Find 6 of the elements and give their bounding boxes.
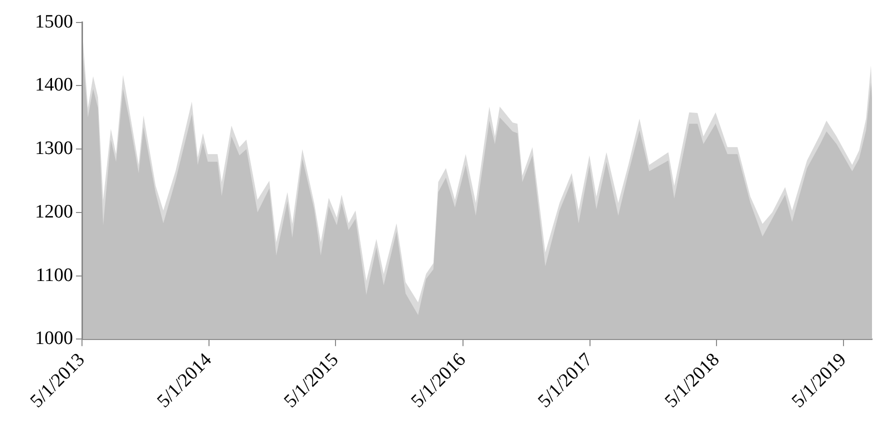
y-tick-label: 1200 (35, 201, 73, 222)
y-tick-label: 1100 (36, 264, 73, 286)
y-tick-label: 1300 (35, 138, 73, 160)
y-tick-label: 1000 (35, 328, 73, 350)
y-tick-label: 1400 (35, 74, 73, 96)
y-tick-label: 1500 (35, 11, 73, 32)
